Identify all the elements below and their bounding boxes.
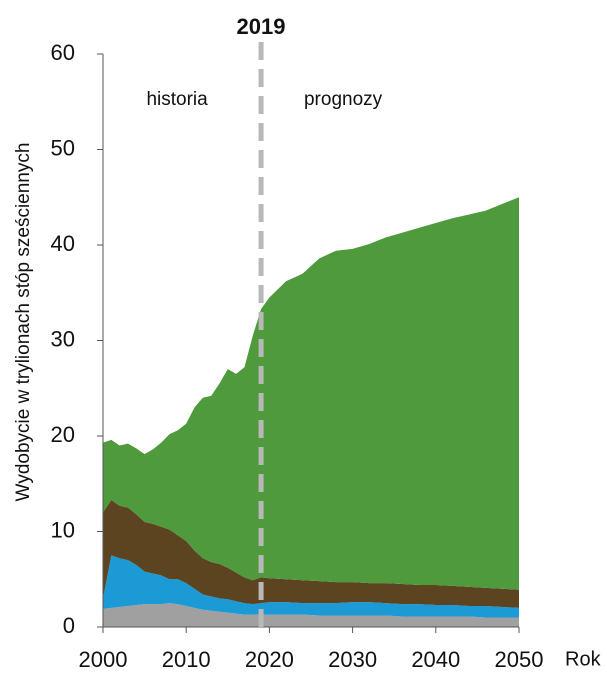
x-tick-label: 2030	[328, 647, 377, 672]
area	[103, 197, 519, 590]
y-tick-label: 50	[51, 135, 75, 160]
x-tick-label: 2000	[79, 647, 128, 672]
y-tick-label: 40	[51, 231, 75, 256]
x-tick-label: 2040	[411, 647, 460, 672]
x-axis-label: Rok	[565, 648, 602, 670]
x-tick-label: 2010	[162, 647, 211, 672]
annotation: historia	[146, 89, 208, 110]
y-tick-label: 30	[51, 326, 75, 351]
area	[103, 555, 519, 618]
area	[103, 499, 519, 608]
chart-title: 2019	[237, 14, 286, 39]
x-tick-label: 2050	[495, 647, 544, 672]
x-tick-label: 2020	[245, 647, 294, 672]
y-axis-label: Wydobycie w trylionach stóp sześciennych	[13, 143, 34, 502]
y-tick-label: 20	[51, 422, 75, 447]
y-tick-label: 10	[51, 517, 75, 542]
y-tick-label: 60	[51, 40, 75, 65]
annotation: prognozy	[304, 89, 383, 110]
y-tick-label: 0	[63, 613, 75, 638]
